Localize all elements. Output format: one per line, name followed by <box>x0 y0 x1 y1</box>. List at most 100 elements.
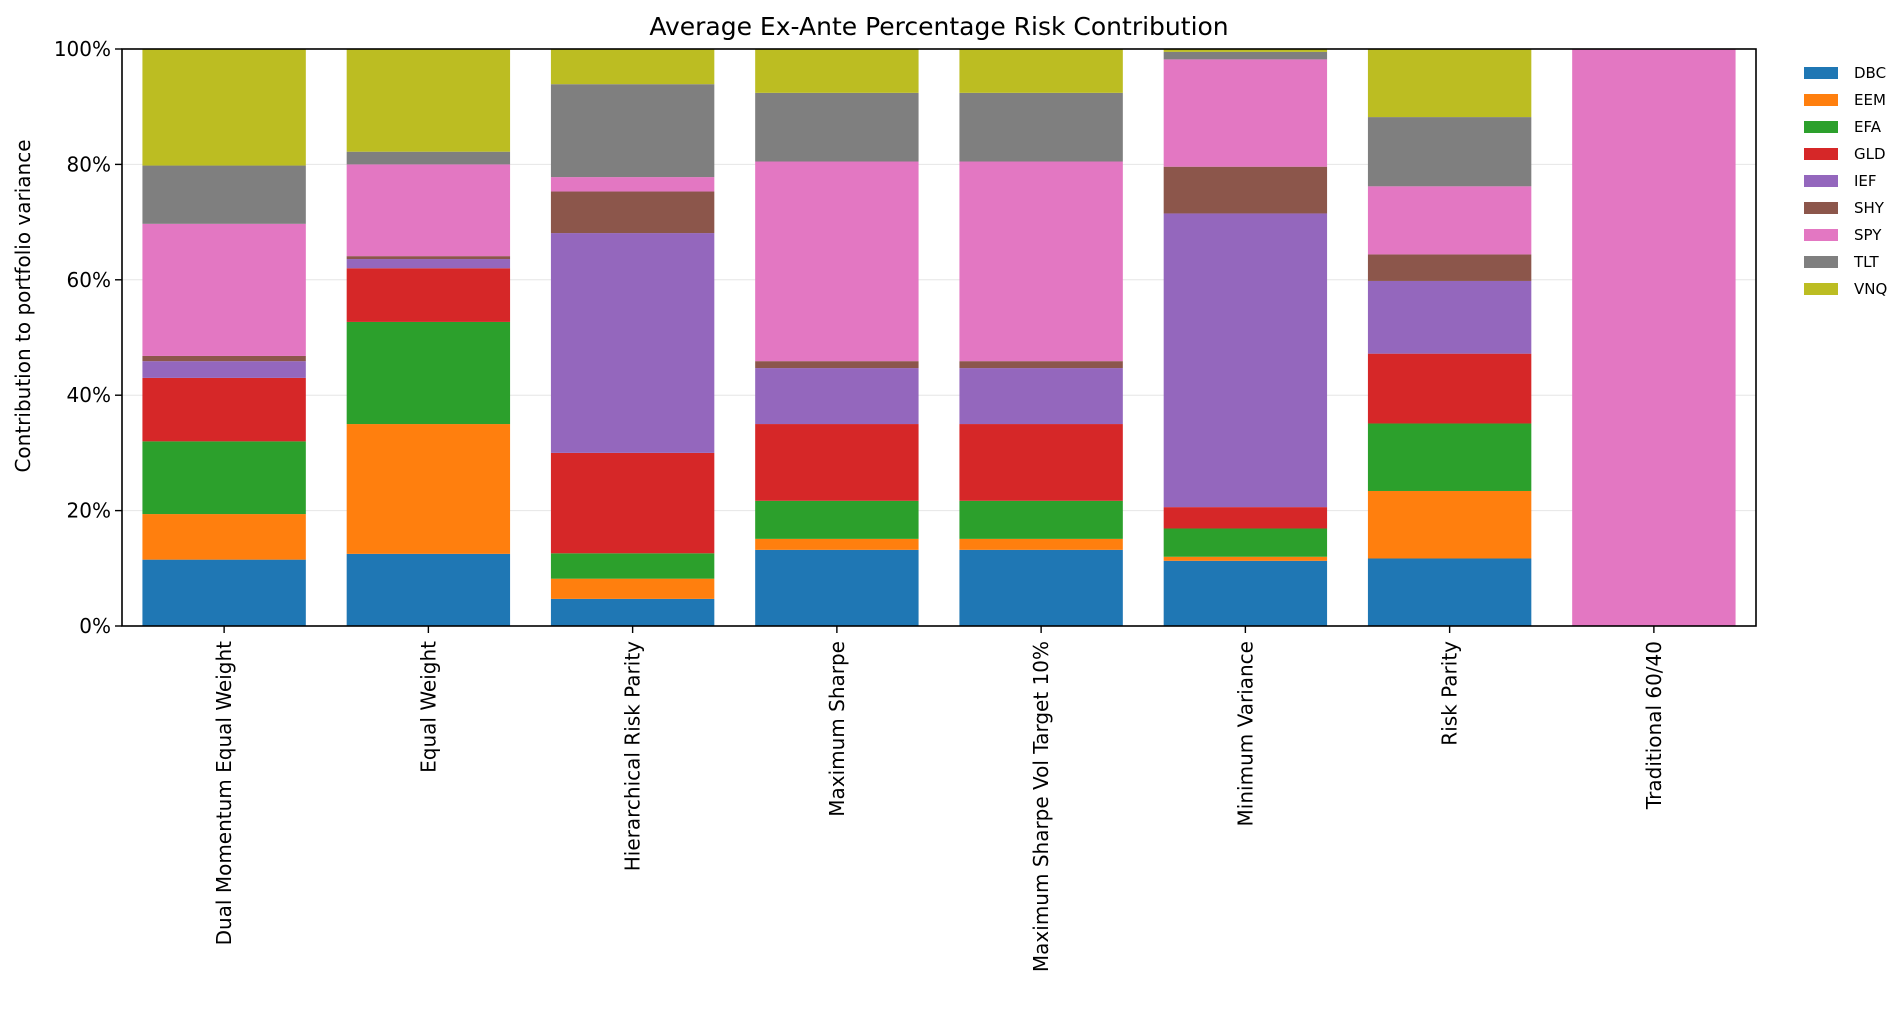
bar-segment-efa-4 <box>959 500 1123 539</box>
bar-stacks <box>142 49 1736 626</box>
legend-swatch-vnq <box>1804 283 1838 295</box>
bar-segment-tlt-6 <box>1367 117 1532 187</box>
legend-label-eem: EEM <box>1854 91 1886 109</box>
x-axis-ticks: Dual Momentum Equal Weight Equal Weight Hi… <box>212 626 1666 972</box>
bar-segment-eem-3 <box>755 538 919 550</box>
x-tick-label-6: Risk Parity <box>1438 641 1462 746</box>
bar-segment-vnq-6 <box>1367 49 1532 118</box>
bar-segment-ief-4 <box>959 368 1123 425</box>
legend-swatch-tlt <box>1804 256 1838 268</box>
bar-segment-tlt-1 <box>346 151 511 165</box>
bar-segment-ief-3 <box>755 368 919 425</box>
legend-swatch-ief <box>1804 175 1838 187</box>
bar-segment-eem-5 <box>1163 556 1328 561</box>
plot-frame <box>121 48 1757 627</box>
bar-segment-efa-0 <box>142 441 306 515</box>
bar-segment-spy-7 <box>1572 49 1736 626</box>
bar-segment-efa-1 <box>346 321 511 425</box>
x-tick-label-2: Hierarchical Risk Parity <box>621 641 645 871</box>
bar-segment-gld-3 <box>755 424 919 501</box>
y-axis-label: Contribution to portfolio variance <box>11 139 35 472</box>
bar-segment-spy-0 <box>142 223 306 356</box>
bar-segment-shy-0 <box>142 355 306 362</box>
legend-label-ief: IEF <box>1854 172 1877 190</box>
bar-segment-vnq-1 <box>346 49 511 152</box>
bar-segment-dbc-6 <box>1367 558 1532 626</box>
bar-segment-gld-0 <box>142 377 306 442</box>
bar-segment-spy-2 <box>550 177 715 192</box>
y-tick-label-4: 80% <box>67 152 111 176</box>
bar-segment-dbc-0 <box>142 559 306 626</box>
bar-segment-eem-0 <box>142 514 306 560</box>
x-tick-label-7: Traditional 60/40 <box>1642 641 1666 810</box>
legend-label-efa: EFA <box>1854 118 1882 136</box>
bar-segment-shy-3 <box>755 361 919 369</box>
bar-segment-tlt-4 <box>959 92 1123 162</box>
bar-segment-shy-6 <box>1367 254 1532 281</box>
bar-segment-tlt-2 <box>550 84 715 178</box>
bar-segment-ief-6 <box>1367 280 1532 354</box>
x-tick-label-1: Equal Weight <box>416 641 440 773</box>
bar-segment-spy-6 <box>1367 186 1532 255</box>
bar-segment-dbc-4 <box>959 549 1123 626</box>
bar-segment-tlt-0 <box>142 165 306 224</box>
bar-segment-gld-1 <box>346 268 511 322</box>
bar-segment-dbc-5 <box>1163 560 1328 626</box>
bar-segment-shy-5 <box>1163 166 1328 214</box>
legend-label-spy: SPY <box>1854 226 1882 244</box>
bar-segment-spy-1 <box>346 164 511 257</box>
bar-segment-vnq-0 <box>142 49 306 166</box>
legend-swatch-spy <box>1804 229 1838 241</box>
bar-segment-dbc-3 <box>755 549 919 626</box>
bar-segment-ief-5 <box>1163 213 1328 508</box>
bar-segment-gld-2 <box>550 452 715 554</box>
bar-segment-vnq-3 <box>755 49 919 93</box>
x-tick-label-0: Dual Momentum Equal Weight <box>212 641 236 946</box>
bar-segment-gld-4 <box>959 424 1123 501</box>
bar-segment-eem-1 <box>346 424 511 554</box>
bar-segment-eem-2 <box>550 578 715 599</box>
bar-segment-vnq-4 <box>959 49 1123 93</box>
bar-segment-vnq-5 <box>1163 49 1328 52</box>
legend-swatch-gld <box>1804 148 1838 160</box>
legend-swatch-eem <box>1804 94 1838 106</box>
bar-segment-gld-5 <box>1163 507 1328 529</box>
legend-label-shy: SHY <box>1854 199 1885 217</box>
bar-segment-efa-2 <box>550 553 715 579</box>
bar-segment-dbc-2 <box>550 598 715 626</box>
bar-segment-efa-5 <box>1163 528 1328 557</box>
y-tick-label-0: 0% <box>79 614 111 638</box>
bar-segment-shy-2 <box>550 191 715 234</box>
legend-swatch-efa <box>1804 121 1838 133</box>
legend-label-vnq: VNQ <box>1854 280 1887 298</box>
y-tick-label-5: 100% <box>54 37 111 61</box>
bar-segment-eem-6 <box>1367 490 1532 559</box>
bar-segment-dbc-1 <box>346 553 511 626</box>
legend-swatch-shy <box>1804 202 1838 214</box>
legend-swatch-dbc <box>1804 67 1838 79</box>
bar-segment-tlt-5 <box>1163 51 1328 60</box>
bar-segment-vnq-2 <box>550 49 715 85</box>
bar-segment-spy-5 <box>1163 59 1328 167</box>
legend-label-gld: GLD <box>1854 145 1886 163</box>
x-tick-label-5: Minimum Variance <box>1233 641 1257 826</box>
x-tick-label-4: Maximum Sharpe Vol Target 10% <box>1029 641 1053 972</box>
bar-segment-shy-1 <box>346 256 511 260</box>
bar-segment-ief-0 <box>142 361 306 378</box>
bar-segment-ief-2 <box>550 233 715 453</box>
legend-label-dbc: DBC <box>1854 64 1886 82</box>
bar-segment-eem-4 <box>959 538 1123 550</box>
chart-title: Average Ex-Ante Percentage Risk Contribu… <box>649 12 1228 41</box>
y-tick-label-3: 60% <box>67 268 111 292</box>
bar-segment-spy-4 <box>959 161 1123 362</box>
y-axis-ticks: 0% 20% 40% 60% 80% 100% <box>54 37 122 638</box>
bar-segment-efa-6 <box>1367 423 1532 491</box>
bar-segment-spy-3 <box>755 161 919 362</box>
bar-segment-shy-4 <box>959 361 1123 369</box>
x-tick-label-3: Maximum Sharpe <box>825 641 849 817</box>
legend-label-tlt: TLT <box>1853 253 1879 271</box>
y-tick-label-1: 20% <box>67 499 111 523</box>
bar-segment-gld-6 <box>1367 353 1532 424</box>
bar-segment-tlt-3 <box>755 92 919 162</box>
